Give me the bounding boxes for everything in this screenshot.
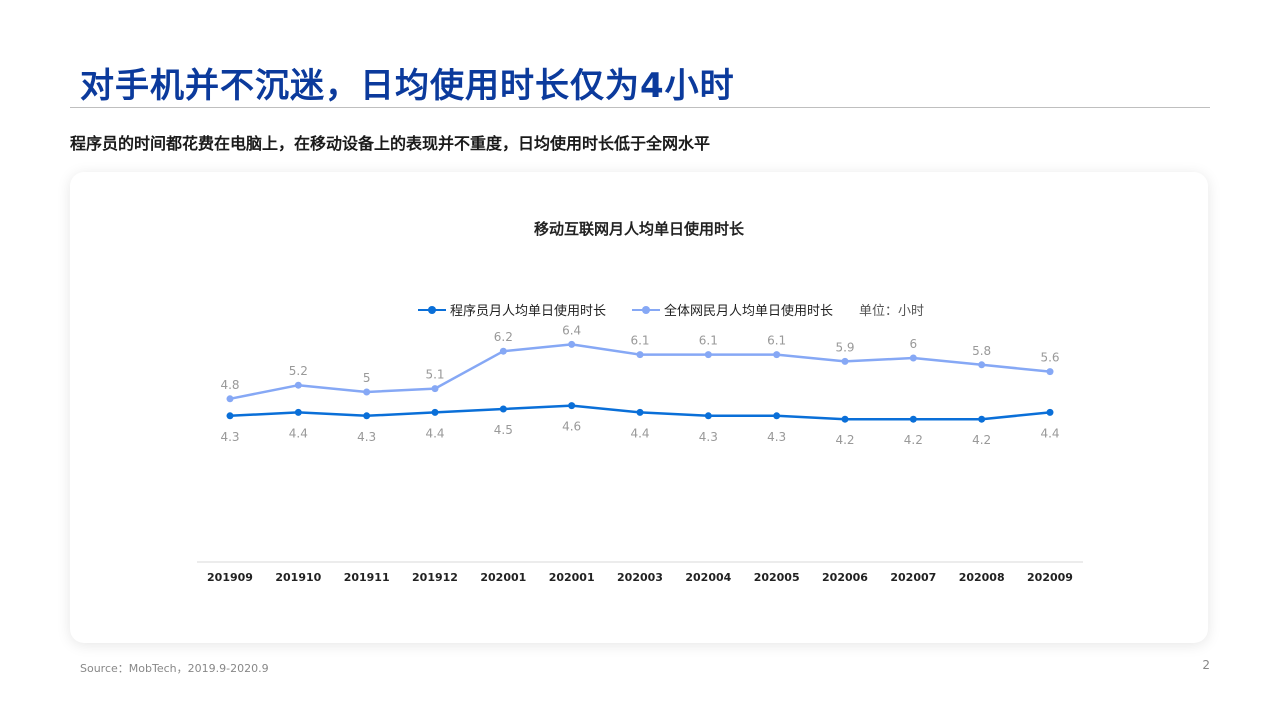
- data-point-0: [226, 412, 234, 420]
- legend-label-programmer: 程序员月人均单日使用时长: [450, 304, 607, 319]
- data-point-1: [363, 388, 371, 396]
- data-point-0: [1046, 408, 1054, 416]
- data-label-1: 6: [910, 337, 918, 351]
- x-tick-label: 201912: [412, 571, 458, 584]
- data-point-1: [1046, 368, 1054, 376]
- data-point-1: [568, 340, 576, 348]
- data-point-1: [704, 351, 712, 359]
- data-point-1: [226, 395, 234, 403]
- data-point-0: [431, 408, 439, 416]
- x-tick-label: 202001: [480, 571, 526, 584]
- data-point-0: [636, 408, 644, 416]
- data-label-0: 4.3: [357, 430, 376, 444]
- data-point-1: [636, 351, 644, 359]
- data-label-1: 4.8: [220, 378, 239, 392]
- data-point-0: [294, 408, 302, 416]
- x-tick-label: 202003: [617, 571, 663, 584]
- x-tick-label: 202005: [754, 571, 800, 584]
- data-label-1: 5: [363, 371, 371, 385]
- x-tick-label: 202007: [890, 571, 936, 584]
- data-point-1: [431, 385, 439, 393]
- legend-label-all-users: 全体网民月人均单日使用时长: [664, 304, 834, 319]
- data-point-0: [773, 412, 781, 420]
- data-label-1: 6.1: [630, 334, 649, 348]
- x-tick-label: 202006: [822, 571, 868, 584]
- data-label-1: 6.1: [699, 334, 718, 348]
- chart-title: 移动互联网月人均单日使用时长: [533, 220, 744, 238]
- legend-item-programmer: 程序员月人均单日使用时长: [418, 300, 606, 319]
- data-label-0: 4.4: [425, 426, 444, 440]
- data-label-1: 6.1: [767, 334, 786, 348]
- data-point-1: [773, 351, 781, 359]
- legend-swatch-all-users: [632, 305, 661, 315]
- data-point-0: [568, 402, 576, 410]
- data-label-1: 6.4: [562, 323, 581, 337]
- data-point-1: [499, 347, 507, 355]
- source-note: Source：MobTech，2019.9-2020.9: [80, 662, 269, 675]
- x-tick-label: 202001: [549, 571, 595, 584]
- page-title: 对手机并不沉迷，日均使用时长仅为4小时: [80, 66, 735, 106]
- x-tick-label: 202009: [1027, 571, 1073, 584]
- x-tick-label: 201909: [207, 571, 253, 584]
- data-label-0: 4.4: [289, 426, 308, 440]
- data-label-0: 4.5: [494, 423, 513, 437]
- data-point-0: [363, 412, 371, 420]
- data-point-1: [294, 381, 302, 389]
- data-label-0: 4.2: [835, 433, 854, 447]
- data-label-0: 4.3: [699, 430, 718, 444]
- data-point-0: [704, 412, 712, 420]
- x-tick-label: 201910: [275, 571, 321, 584]
- page-subtitle: 程序员的时间都花费在电脑上，在移动设备上的表现并不重度，日均使用时长低于全网水平: [70, 134, 711, 153]
- data-label-1: 5.6: [1040, 351, 1059, 365]
- data-point-0: [841, 415, 849, 423]
- x-tick-label: 202004: [685, 571, 731, 584]
- data-label-0: 4.2: [972, 433, 991, 447]
- data-point-0: [499, 405, 507, 413]
- unit-note: 单位：小时: [859, 304, 925, 319]
- data-label-1: 5.1: [425, 368, 444, 382]
- x-tick-label: 201911: [344, 571, 390, 584]
- data-label-0: 4.3: [220, 430, 239, 444]
- data-label-1: 5.9: [835, 340, 854, 354]
- data-point-0: [909, 415, 917, 423]
- line-chart: 201909 201910 201911 201912 202001 202001 2020…: [197, 323, 1083, 584]
- data-label-0: 4.2: [904, 433, 923, 447]
- legend-item-all-users: 全体网民月人均单日使用时长: [632, 300, 833, 319]
- data-point-1: [978, 361, 986, 369]
- data-point-1: [841, 357, 849, 365]
- data-point-0: [978, 415, 986, 423]
- page-number: 2: [1202, 658, 1210, 672]
- chart-legend: 程序员月人均单日使用时长 全体网民月人均单日使用时长 单位：小时: [418, 300, 924, 319]
- data-label-0: 4.6: [562, 420, 581, 434]
- data-label-0: 4.4: [630, 426, 649, 440]
- data-label-1: 6.2: [494, 330, 513, 344]
- data-label-0: 4.3: [767, 430, 786, 444]
- data-label-1: 5.8: [972, 344, 991, 358]
- x-tick-label: 202008: [959, 571, 1005, 584]
- data-point-1: [909, 354, 917, 362]
- title-divider: [70, 107, 1210, 108]
- data-label-1: 5.2: [289, 364, 308, 378]
- data-label-0: 4.4: [1040, 426, 1059, 440]
- chart-card: 移动互联网月人均单日使用时长 程序员月人均单日使用时长 全体网民月人均单日使用时…: [70, 172, 1208, 643]
- legend-swatch-programmer: [418, 305, 446, 315]
